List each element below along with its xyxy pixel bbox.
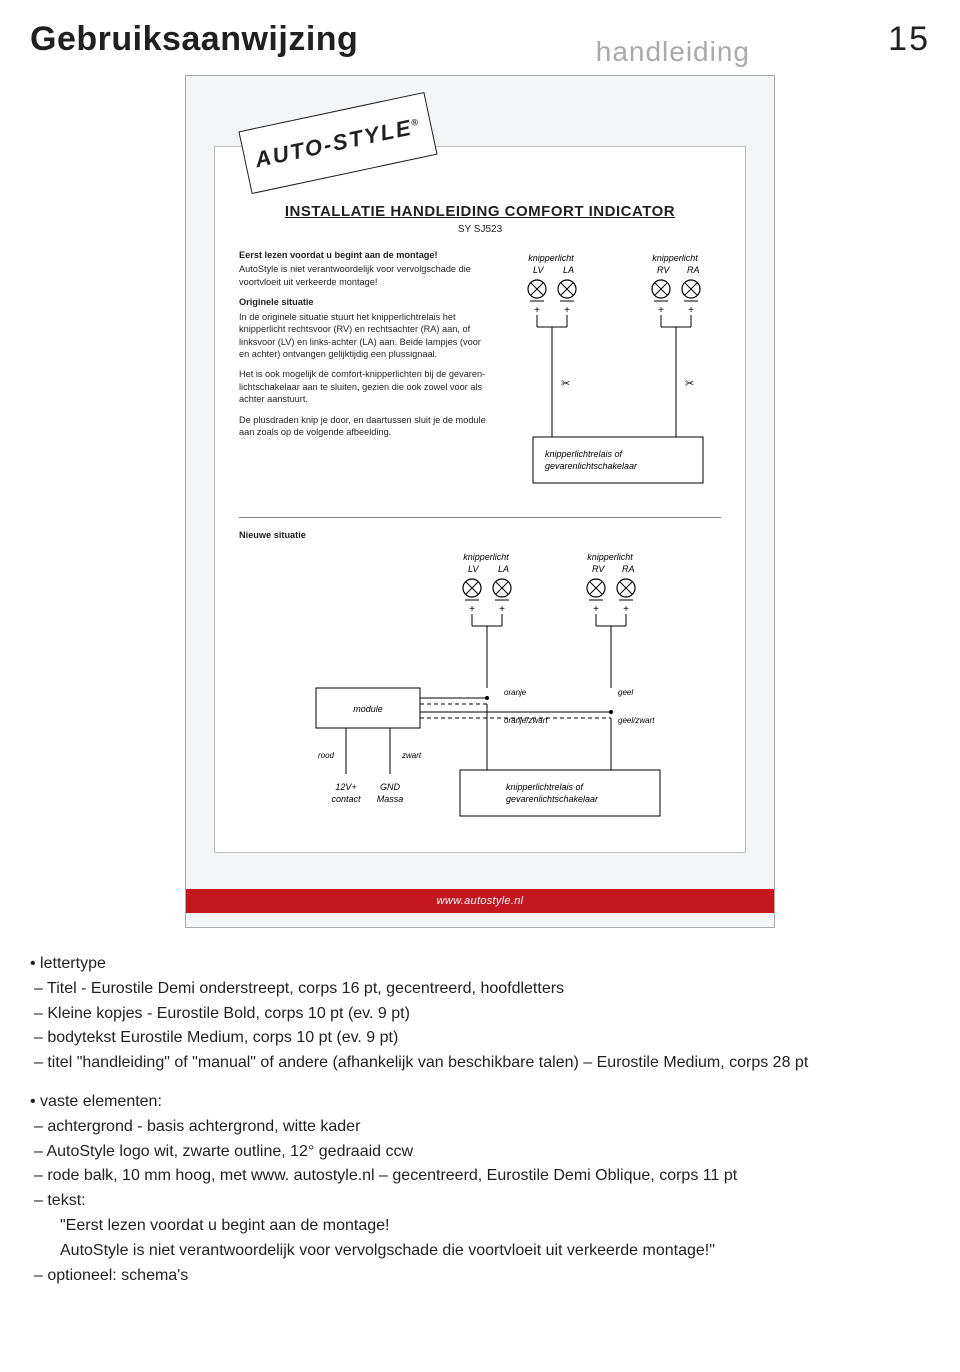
note-line: – bodytekst Eurostile Medium, corps 10 p… (34, 1026, 930, 1051)
page-root: Gebruiksaanwijzing 15 handleiding AUTO-S… (0, 0, 960, 1328)
lamp-icon (682, 280, 700, 298)
page-number: 15 (888, 20, 930, 59)
junction-dot (485, 696, 489, 700)
relay-label-1: knipperlichtrelais of (545, 449, 624, 459)
document-mockup: handleiding AUTO-STYLE® INSTALLATIE HAND… (185, 75, 775, 928)
label-oranje: oranje (504, 688, 527, 697)
note-quote-1: "Eerst lezen voordat u begint aan de mon… (60, 1214, 930, 1239)
bullet-vaste: • vaste elementen: (30, 1090, 930, 1115)
label-gnd: GND (380, 782, 401, 792)
label-geel-zwart: geel/zwart (618, 716, 655, 725)
page-title: Gebruiksaanwijzing (30, 20, 358, 59)
label-rv: RV (592, 564, 605, 574)
label-ra: RA (622, 564, 635, 574)
note-quote-2: AutoStyle is niet verantwoordelijk voor … (60, 1239, 930, 1264)
plus-icon: + (593, 604, 599, 615)
diagram-1: knipperlicht knipperlicht LV LA RV RA (503, 249, 733, 499)
plus-icon: + (499, 604, 505, 615)
label-la: LA (498, 564, 509, 574)
label-ra: RA (687, 265, 700, 275)
plus-icon: + (658, 305, 664, 316)
relay-box (460, 770, 660, 816)
note-line: – tekst: (34, 1189, 930, 1214)
relay-label-2: gevarenlichtschakelaar (506, 794, 599, 804)
note-line: – optioneel: schema's (34, 1264, 930, 1289)
label-12v: 12V+ (335, 782, 356, 792)
warning-title: Eerst lezen voordat u begint aan de mont… (239, 249, 489, 261)
plus-icon: + (688, 305, 694, 316)
plus-icon: + (623, 604, 629, 615)
relay-label-1: knipperlichtrelais of (506, 782, 585, 792)
relay-box (533, 437, 703, 483)
note-line: – Kleine kopjes - Eurostile Bold, corps … (34, 1002, 930, 1027)
label-contact: contact (331, 794, 361, 804)
label-rood: rood (318, 751, 335, 760)
junction-dot (609, 710, 613, 714)
plus-icon: + (534, 305, 540, 316)
wiring-diagram-new: knipperlicht knipperlicht LV LA RV RA (260, 548, 700, 828)
note-line: – AutoStyle logo wit, zwarte outline, 12… (34, 1140, 930, 1165)
lamp-icon (652, 280, 670, 298)
label-geel: geel (618, 688, 633, 697)
scissors-icon: ✂ (685, 378, 694, 390)
diagram-2: knipperlicht knipperlicht LV LA RV RA (239, 548, 721, 828)
lamp-icon (587, 579, 605, 597)
logo-label: AUTO-STYLE (253, 115, 415, 173)
label-knipperlicht-r: knipperlicht (652, 253, 698, 263)
wiring-diagram-original: knipperlicht knipperlicht LV LA RV RA (503, 249, 733, 499)
registered-icon: ® (410, 116, 421, 128)
lamp-icon (463, 579, 481, 597)
label-knipperlicht-l: knipperlicht (528, 253, 574, 263)
doc-subtitle: handleiding (596, 36, 750, 68)
section2-label: Nieuwe situatie (239, 530, 721, 540)
doc-sku: SY SJ523 (239, 224, 721, 235)
lamp-icon (558, 280, 576, 298)
label-la: LA (563, 265, 574, 275)
plus-icon: + (469, 604, 475, 615)
paragraph-3: De plusdraden knip je door, en daartusse… (239, 414, 489, 439)
label-knipperlicht-l: knipperlicht (463, 552, 509, 562)
header-row: Gebruiksaanwijzing 15 (30, 20, 930, 59)
note-line: – rode balk, 10 mm hoog, met www. autost… (34, 1164, 930, 1189)
text-column: Eerst lezen voordat u begint aan de mont… (239, 249, 489, 499)
label-oranje-zwart: oranje/zwart (504, 716, 548, 725)
logo-text: AUTO-STYLE® (247, 111, 429, 174)
doc-title: INSTALLATIE HANDLEIDING COMFORT INDICATO… (239, 203, 721, 220)
note-line: – achtergrond - basis achtergrond, witte… (34, 1115, 930, 1140)
label-lv: LV (468, 564, 480, 574)
autostyle-logo: AUTO-STYLE® (238, 92, 437, 194)
lamp-icon (528, 280, 546, 298)
module-label: module (353, 704, 383, 714)
notes-block: • lettertype – Titel - Eurostile Demi on… (30, 952, 930, 1288)
scissors-icon: ✂ (561, 378, 570, 390)
section1-label: Originele situatie (239, 296, 489, 308)
label-rv: RV (657, 265, 670, 275)
divider (239, 517, 721, 518)
lamp-icon (617, 579, 635, 597)
section-originele: Eerst lezen voordat u begint aan de mont… (239, 249, 721, 499)
lamp-icon (493, 579, 511, 597)
mockup-container: handleiding AUTO-STYLE® INSTALLATIE HAND… (30, 75, 930, 928)
bullet-lettertype: • lettertype (30, 952, 930, 977)
paragraph-2: Het is ook mogelijk de comfort-knipperli… (239, 368, 489, 405)
warning-body: AutoStyle is niet verantwoordelijk voor … (239, 263, 489, 288)
relay-label-2: gevarenlichtschakelaar (545, 461, 638, 471)
label-zwart: zwart (401, 751, 422, 760)
label-lv: LV (533, 265, 545, 275)
plus-icon: + (564, 305, 570, 316)
doc-card: AUTO-STYLE® INSTALLATIE HANDLEIDING COMF… (214, 146, 746, 853)
note-line: – Titel - Eurostile Demi onderstreept, c… (34, 977, 930, 1002)
label-knipperlicht-r: knipperlicht (587, 552, 633, 562)
label-massa: Massa (377, 794, 404, 804)
footer-red-bar: www.autostyle.nl (186, 889, 774, 913)
note-line: – titel "handleiding" of "manual" of and… (34, 1051, 930, 1076)
paragraph-1: In de originele situatie stuurt het knip… (239, 311, 489, 361)
